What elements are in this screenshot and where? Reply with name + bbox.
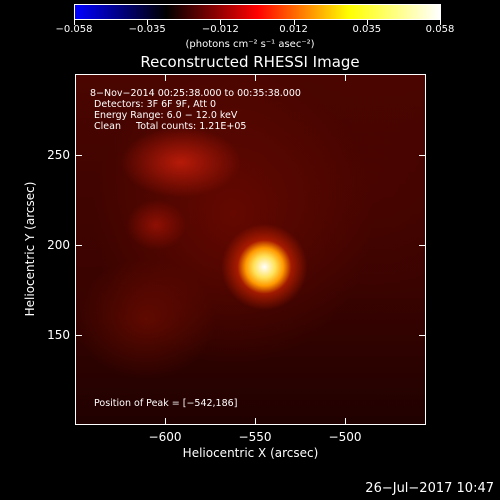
y-tick [419,155,426,156]
y-tick-label: 150 [47,328,70,342]
info-detectors: Detectors: 3F 6F 9F, Att 0 [94,99,217,110]
x-tick-label: −500 [328,430,362,444]
colorbar-tick-label: −0.035 [128,24,166,35]
colorbar-tick [440,20,441,25]
y-tick [75,335,82,336]
y-tick [419,335,426,336]
y-tick [75,155,82,156]
colorbar [74,4,441,20]
x-tick [165,418,166,425]
heatmap-plot: 8−Nov−2014 00:25:38.000 to 00:35:38.000 … [75,74,426,425]
y-tick [75,245,82,246]
colorbar-tick-label: −0.058 [55,24,93,35]
x-tick [165,74,166,81]
colorbar-tick [366,20,368,25]
y-tick [419,245,426,246]
x-tick-label: −600 [148,430,182,444]
x-tick [345,74,346,81]
x-axis-label: Heliocentric X (arcsec) [182,446,319,460]
peak-position: Position of Peak = [−542,186] [94,398,238,409]
y-axis-label: Heliocentric Y (arcsec) [23,181,37,317]
info-energy: Energy Range: 6.0 − 12.0 keV [94,110,238,121]
x-tick [345,418,346,425]
colorbar-tick [220,20,222,25]
x-tick [255,74,256,81]
colorbar-tick-label: −0.012 [201,24,239,35]
y-tick-label: 200 [47,238,70,252]
y-tick-label: 250 [47,148,70,162]
chart-title: Reconstructed RHESSI Image [140,53,360,71]
colorbar-tick-label: 0.035 [352,24,382,35]
x-tick-label: −550 [238,430,272,444]
colorbar-units: (photons cm⁻² s⁻¹ asec⁻²) [185,39,315,50]
info-date: 8−Nov−2014 00:25:38.000 to 00:35:38.000 [90,88,301,99]
colorbar-tick-label: 0.012 [279,24,308,35]
colorbar-tick-label: 0.058 [425,24,455,35]
x-tick [255,418,256,425]
colorbar-tick [74,20,75,25]
info-clean: Clean Total counts: 1.21E+05 [94,121,247,132]
colorbar-tick [293,20,295,25]
timestamp: 26−Jul−2017 10:47 [365,481,494,496]
colorbar-tick [147,20,149,25]
